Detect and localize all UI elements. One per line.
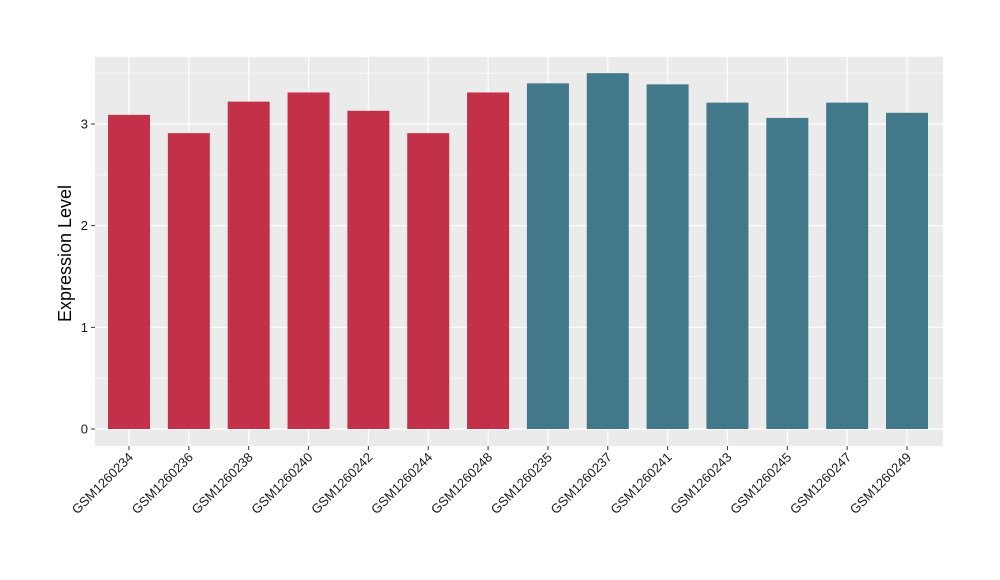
plot-panel [95,57,943,446]
x-tick-label: GSM1260242 [308,450,375,517]
x-tick-label: GSM1260237 [548,450,615,517]
bar-GSM1260244 [407,133,450,429]
x-tick-label: GSM1260248 [428,450,495,517]
x-tick-label: GSM1260249 [847,450,914,517]
bar-GSM1260247 [826,102,869,430]
x-tick-label: GSM1260247 [787,450,854,517]
x-tick-label: GSM1260235 [488,450,555,517]
y-tick-label: 2 [81,218,88,233]
x-tick-label: GSM1260238 [188,450,255,517]
bar-GSM1260235 [526,83,569,429]
x-tick-label: GSM1260244 [368,450,435,517]
bar-GSM1260238 [227,101,270,429]
y-tick-label: 1 [81,320,88,335]
bar-GSM1260234 [108,114,150,429]
bar-GSM1260237 [586,73,629,430]
x-axis: GSM1260234GSM1260236GSM1260238GSM1260240… [69,446,914,517]
bar-GSM1260248 [467,92,510,429]
bar-GSM1260249 [886,112,928,430]
bar-GSM1260236 [167,133,210,429]
bar-GSM1260241 [646,84,689,429]
x-tick-label: GSM1260241 [607,450,674,517]
y-tick-label: 3 [81,117,88,132]
x-tick-label: GSM1260243 [667,450,734,517]
y-axis: 0 1 2 3 [81,117,95,437]
bar-GSM1260245 [766,117,809,430]
bars [108,73,928,430]
x-tick-label: GSM1260236 [129,450,196,517]
bar-GSM1260242 [347,110,390,430]
x-tick-label: GSM1260234 [69,450,136,517]
y-tick-label: 0 [81,422,88,437]
bar-GSM1260240 [287,92,330,429]
x-tick-label: GSM1260240 [248,450,315,517]
y-axis-title: Expression Level [55,185,75,322]
bar-GSM1260243 [706,102,749,430]
x-tick-label: GSM1260245 [727,450,794,517]
